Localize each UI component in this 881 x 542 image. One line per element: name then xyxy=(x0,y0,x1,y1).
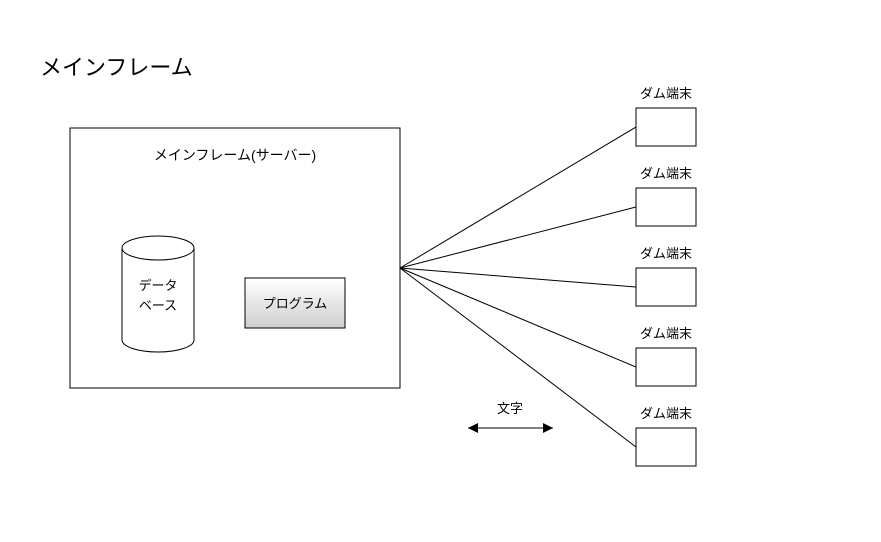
terminal-label: ダム端末 xyxy=(640,326,692,341)
moji-arrow-head-right xyxy=(543,423,553,433)
terminal-label: ダム端末 xyxy=(640,246,692,261)
terminal-line xyxy=(400,268,636,287)
database-label-1: データ xyxy=(138,278,177,293)
mainframe-label: メインフレーム(サーバー) xyxy=(154,147,316,163)
terminal-box xyxy=(636,268,696,306)
terminal-line xyxy=(400,207,636,268)
mainframe-box xyxy=(70,128,400,388)
terminal-line xyxy=(400,268,636,367)
diagram-title: メインフレーム xyxy=(40,55,193,80)
terminal-label: ダム端末 xyxy=(640,86,692,101)
terminal-box xyxy=(636,108,696,146)
terminal-line xyxy=(400,268,636,447)
terminal-label: ダム端末 xyxy=(640,166,692,181)
terminal-label: ダム端末 xyxy=(640,406,692,421)
moji-arrow-head-left xyxy=(468,423,478,433)
moji-label: 文字 xyxy=(497,401,523,416)
terminal-box xyxy=(636,188,696,226)
program-label: プログラム xyxy=(263,296,328,311)
database-cylinder: データベース xyxy=(122,236,194,352)
terminal-line xyxy=(400,127,636,268)
database-label-2: ベース xyxy=(139,298,177,313)
terminal-box xyxy=(636,428,696,466)
terminal-box xyxy=(636,348,696,386)
